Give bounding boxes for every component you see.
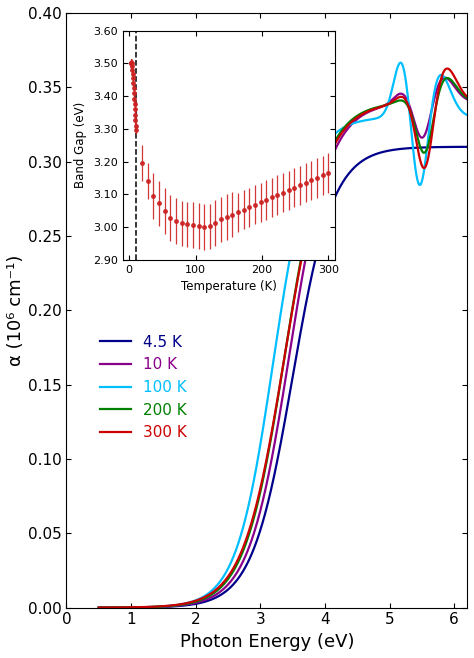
100 K (96, 603, 101, 611)
100 K (330, 131, 336, 139)
300 K (330, 143, 336, 151)
100 K (398, 59, 403, 66)
4.5 K (319, 229, 325, 237)
300 K (319, 170, 325, 178)
4.5 K (310, 267, 316, 275)
Line: 10 K: 10 K (99, 78, 467, 607)
10 K (413, 122, 419, 130)
10 K (375, 104, 381, 112)
4.5 K (118, 603, 124, 611)
200 K (464, 94, 470, 102)
4.5 K (330, 197, 336, 205)
X-axis label: Photon Energy (eV): Photon Energy (eV) (180, 633, 354, 651)
200 K (96, 603, 101, 611)
300 K (118, 603, 124, 611)
200 K (330, 140, 336, 148)
Line: 4.5 K: 4.5 K (99, 147, 467, 607)
Line: 100 K: 100 K (99, 63, 467, 607)
100 K (375, 114, 381, 122)
300 K (464, 93, 470, 101)
4.5 K (464, 143, 470, 151)
300 K (96, 603, 101, 611)
100 K (413, 170, 419, 178)
100 K (310, 165, 316, 173)
10 K (118, 603, 124, 611)
10 K (96, 603, 101, 611)
Line: 200 K: 200 K (99, 78, 467, 607)
10 K (310, 220, 316, 228)
100 K (118, 603, 124, 611)
100 K (464, 111, 470, 119)
Line: 300 K: 300 K (99, 68, 467, 607)
200 K (319, 166, 325, 174)
4.5 K (413, 144, 419, 152)
200 K (375, 103, 381, 111)
300 K (375, 104, 381, 112)
200 K (310, 200, 316, 208)
4.5 K (96, 603, 101, 611)
300 K (413, 135, 419, 143)
200 K (445, 74, 450, 82)
Y-axis label: α (10⁶ cm⁻¹): α (10⁶ cm⁻¹) (7, 255, 25, 366)
300 K (310, 203, 316, 211)
100 K (319, 145, 325, 153)
Legend: 4.5 K, 10 K, 100 K, 200 K, 300 K: 4.5 K, 10 K, 100 K, 200 K, 300 K (94, 329, 193, 447)
10 K (442, 74, 448, 82)
300 K (445, 64, 450, 72)
10 K (464, 95, 470, 103)
200 K (413, 127, 419, 135)
10 K (330, 149, 336, 157)
4.5 K (375, 149, 381, 157)
10 K (319, 181, 325, 189)
200 K (118, 603, 124, 611)
